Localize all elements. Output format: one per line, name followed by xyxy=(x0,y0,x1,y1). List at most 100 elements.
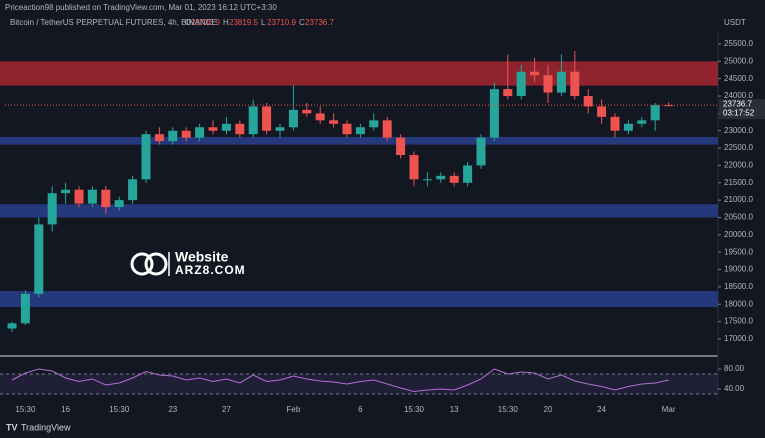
candle-body xyxy=(436,175,446,180)
ohlc-letter: O xyxy=(185,18,191,27)
x-tick-label: 13 xyxy=(450,405,459,414)
y-tick-label: 18500.0 xyxy=(724,282,753,291)
ohlc-value: 23819.5 xyxy=(229,18,258,27)
candle-body xyxy=(101,189,111,208)
x-tick-label: 24 xyxy=(597,405,606,414)
candle-body xyxy=(342,123,352,135)
candle-body xyxy=(128,179,138,201)
candle-body xyxy=(610,116,620,131)
candle-body xyxy=(61,189,71,194)
candle-body xyxy=(221,123,231,131)
candle-body xyxy=(7,323,17,329)
y-tick-label: 25000.0 xyxy=(724,56,753,65)
x-tick-label: 15:30 xyxy=(498,405,519,414)
candle-body xyxy=(422,179,432,181)
y-tick-label: 21000.0 xyxy=(724,195,753,204)
candle-body xyxy=(87,189,97,204)
ohlc-letter: H xyxy=(223,18,229,27)
logo-ring xyxy=(144,252,168,276)
candle-body xyxy=(329,120,339,124)
symbol: Bitcoin / TetherUS PERPETUAL FUTURES, 4h… xyxy=(10,18,217,27)
y-tick-label: 80.00 xyxy=(724,364,745,373)
candle-body xyxy=(302,109,312,114)
watermark-text: Website xyxy=(175,249,229,265)
candle-body xyxy=(543,75,553,93)
y-tick-label: 24000.0 xyxy=(724,91,753,100)
candle-body xyxy=(248,106,258,135)
candle-body xyxy=(449,175,459,183)
x-tick-label: 20 xyxy=(544,405,553,414)
footer-text: TradingView xyxy=(21,422,71,432)
candle-body xyxy=(369,120,379,128)
candle-body xyxy=(396,137,406,156)
candle-body xyxy=(556,71,566,93)
zone xyxy=(0,291,718,308)
candle-body xyxy=(409,155,419,180)
publisher: Priceaction98 published on TradingView.c… xyxy=(5,3,277,12)
rsi-band xyxy=(0,374,718,394)
candle-body xyxy=(476,137,486,166)
logo-ring xyxy=(130,252,154,276)
watermark: Website ARZ8.COM xyxy=(130,249,246,277)
x-tick-label: 15:30 xyxy=(404,405,425,414)
zone xyxy=(0,204,718,218)
candle-body xyxy=(315,113,325,121)
countdown: 03:17:52 xyxy=(723,108,755,117)
x-tick-label: Feb xyxy=(287,405,301,414)
ohlc-value: 23736.9 xyxy=(191,18,220,27)
watermark-text: ARZ8.COM xyxy=(175,263,246,277)
y-tick-label: 19500.0 xyxy=(724,247,753,256)
x-tick-label: 16 xyxy=(61,405,70,414)
y-tick-label: 22000.0 xyxy=(724,161,753,170)
rsi-line xyxy=(11,368,669,393)
candle-body xyxy=(637,120,647,124)
candle-body xyxy=(503,89,513,97)
y-tick-label: 17000.0 xyxy=(724,334,753,343)
y-axis-label: USDT xyxy=(724,18,746,27)
candle-body xyxy=(168,130,178,142)
x-tick-label: 27 xyxy=(222,405,231,414)
candle-body xyxy=(650,105,660,121)
y-tick-label: 22500.0 xyxy=(724,143,753,152)
y-tick-label: 18000.0 xyxy=(724,299,753,308)
ohlc-value: 23710.9 xyxy=(267,18,296,27)
candle-body xyxy=(47,193,57,225)
y-tick-label: 20500.0 xyxy=(724,213,753,222)
y-tick-label: 40.00 xyxy=(724,384,745,393)
candle-body xyxy=(181,130,191,138)
candle-body xyxy=(235,123,245,135)
candle-body xyxy=(20,293,30,324)
candle-body xyxy=(34,224,44,294)
y-tick-label: 25500.0 xyxy=(724,39,753,48)
x-tick-label: 6 xyxy=(358,405,363,414)
footer-logo: TV xyxy=(6,422,18,432)
zone xyxy=(0,136,718,145)
candle-body xyxy=(583,96,593,107)
last-price-label: 23736.7 xyxy=(723,99,752,108)
x-tick-label: 23 xyxy=(168,405,177,414)
candle-body xyxy=(489,89,499,138)
x-tick-label: 15:30 xyxy=(109,405,130,414)
y-tick-label: 24500.0 xyxy=(724,74,753,83)
y-tick-label: 17500.0 xyxy=(724,317,753,326)
candle-body xyxy=(355,127,365,135)
y-tick-label: 19000.0 xyxy=(724,265,753,274)
candle-body xyxy=(516,71,526,97)
ohlc-value: 23736.7 xyxy=(305,18,334,27)
candle-body xyxy=(114,200,124,208)
candle-body xyxy=(262,106,272,131)
ohlc-letter: C xyxy=(299,18,305,27)
zone xyxy=(0,61,718,86)
candle-body xyxy=(570,71,580,97)
x-tick-label: 15:30 xyxy=(15,405,36,414)
y-tick-label: 23000.0 xyxy=(724,126,753,135)
x-tick-label: Mar xyxy=(662,405,676,414)
ohlc-letter: L xyxy=(261,18,266,27)
last-price-badge xyxy=(719,99,765,120)
footer: TV TradingView xyxy=(6,422,71,432)
candle-body xyxy=(141,134,151,180)
candle-body xyxy=(275,127,285,131)
candle-body xyxy=(623,123,633,131)
candle-body xyxy=(597,106,607,117)
